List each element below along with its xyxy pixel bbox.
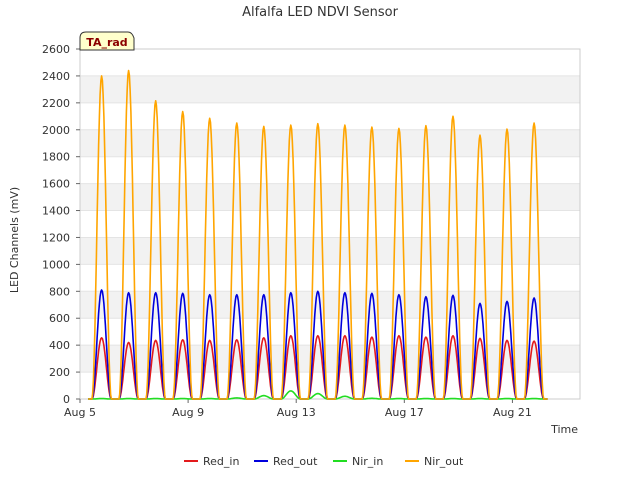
x-tick-label: Aug 9	[172, 406, 204, 419]
series-lines	[88, 69, 548, 400]
y-tick-label: 800	[49, 285, 70, 298]
legend-label: Nir_in	[352, 455, 383, 468]
y-tick-label: 1000	[42, 258, 70, 271]
series-line-nir-out	[88, 69, 548, 400]
legend-label: Red_out	[273, 455, 318, 468]
y-tick-label: 2600	[42, 43, 70, 56]
x-axis-label: Time	[550, 423, 578, 436]
legend: Red_in Red_out Nir_in Nir_out	[184, 455, 464, 468]
series-line-red-out	[88, 289, 548, 400]
x-tick-label: Aug 5	[64, 406, 96, 419]
y-tick-label: 200	[49, 366, 70, 379]
y-tick-label: 0	[63, 393, 70, 406]
legend-label: Red_in	[203, 455, 239, 468]
y-tick-label: 2200	[42, 97, 70, 110]
x-tick-label: Aug 17	[385, 406, 424, 419]
legend-label: Nir_out	[424, 455, 464, 468]
y-axis-label: LED Channels (mV)	[8, 187, 21, 293]
ta-rad-badge: TA_rad	[79, 31, 135, 51]
y-tick-label: 400	[49, 339, 70, 352]
y-tick-label: 1400	[42, 205, 70, 218]
grid-bands	[80, 48, 580, 400]
grid-band	[80, 291, 580, 319]
chart-title: Alfalfa LED NDVI Sensor	[242, 5, 399, 20]
series-line-nir-in	[88, 390, 548, 400]
grid-band	[80, 237, 580, 265]
y-tick-label: 1600	[42, 178, 70, 191]
x-axis: Aug 5 Aug 9 Aug 13 Aug 17 Aug 21	[64, 399, 532, 419]
y-tick-label: 600	[49, 312, 70, 325]
badge-label: TA_rad	[86, 36, 127, 49]
y-tick-label: 2000	[42, 124, 70, 137]
grid-band	[80, 183, 580, 211]
y-tick-label: 1800	[42, 151, 70, 164]
grid-band	[80, 129, 580, 157]
x-tick-label: Aug 13	[277, 406, 316, 419]
x-tick-label: Aug 21	[493, 406, 532, 419]
y-axis: 0 200 400 600 800 1000 1200 1400 1600 1800 2000 220…	[42, 43, 80, 406]
y-tick-label: 1200	[42, 231, 70, 244]
y-tick-label: 2400	[42, 70, 70, 83]
grid-band	[80, 75, 580, 103]
